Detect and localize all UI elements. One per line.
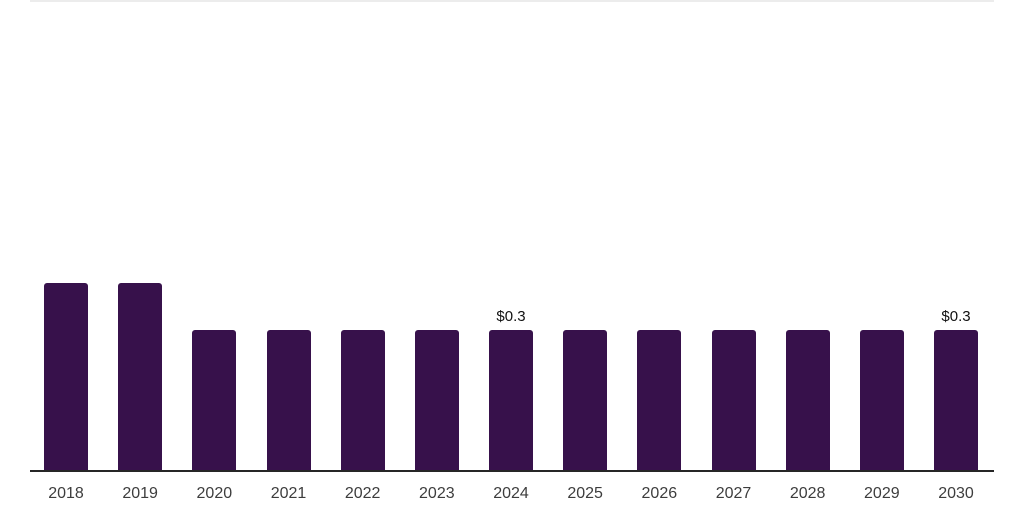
bar-2027[interactable] [711,330,756,470]
bar-2021[interactable] [266,330,311,470]
bar-2028[interactable] [785,330,830,470]
bar-2030[interactable] [934,330,978,470]
x-tick-2022: 2022 [344,485,381,502]
x-tick-2018: 2018 [48,485,84,502]
bar-2026[interactable] [637,330,682,470]
x-tick-2029: 2029 [864,485,900,502]
x-tick-2025: 2025 [567,485,603,502]
x-tick-2020: 2020 [196,485,233,502]
x-tick-2028: 2028 [789,485,826,502]
bar-2025[interactable] [563,330,608,470]
bar-2018[interactable] [44,283,88,470]
bar-2020[interactable] [192,330,237,470]
bar-2023[interactable] [414,330,459,470]
bar-2029[interactable] [859,330,904,470]
x-tick-2026: 2026 [641,485,678,502]
value-label-2024: $0.3 [496,308,526,325]
top-gridline [30,0,994,2]
plot-area: $0.3 $0.3 [30,2,994,472]
bar-2024[interactable] [489,330,533,470]
bar-2022[interactable] [340,330,385,470]
x-tick-2027: 2027 [715,485,752,502]
x-tick-2021: 2021 [270,485,307,502]
x-tick-2024: 2024 [493,485,529,502]
x-tick-2023: 2023 [419,485,455,502]
x-tick-2030: 2030 [938,485,974,502]
bar-2019[interactable] [118,283,163,470]
value-label-2030: $0.3 [941,308,971,325]
x-tick-2019: 2019 [122,485,158,502]
